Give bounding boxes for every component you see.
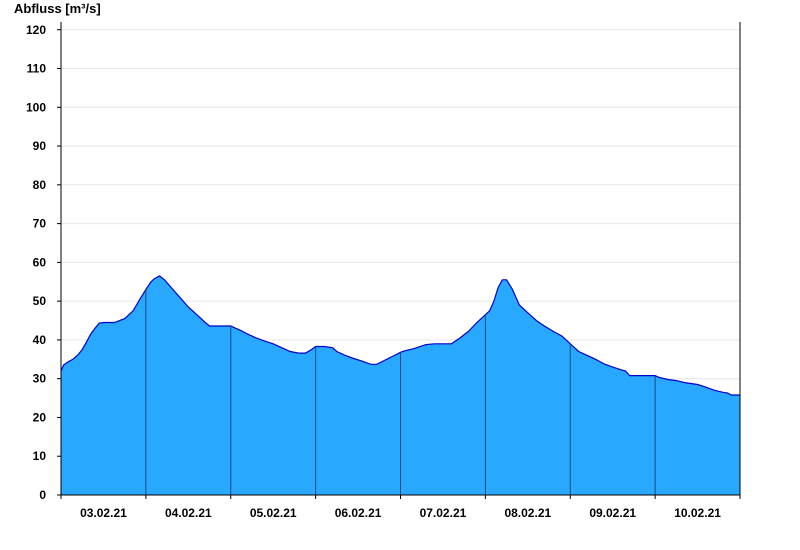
y-tick-label: 120 — [26, 23, 46, 37]
day-separators — [145, 289, 656, 495]
y-tick-label: 20 — [33, 410, 47, 424]
x-tick-label: 07.02.21 — [420, 506, 467, 520]
x-tick-label: 05.02.21 — [250, 506, 297, 520]
y-tick-label: 80 — [33, 178, 47, 192]
y-tick-label: 0 — [39, 488, 46, 502]
y-axis-ticks: 0 10 20 30 40 50 60 70 80 90 100 110 120 — [26, 23, 61, 502]
y-tick-label: 10 — [33, 449, 47, 463]
x-tick-label: 03.02.21 — [80, 506, 127, 520]
y-tick-label: 90 — [33, 139, 47, 153]
y-tick-label: 110 — [27, 62, 47, 76]
y-axis-label: Abfluss [m³/s] — [14, 1, 101, 16]
x-tick-label: 09.02.21 — [589, 506, 636, 520]
x-axis-ticks: 03.02.21 04.02.21 05.02.21 06.02.21 07.02.21… — [60, 495, 741, 520]
y-tick-label: 60 — [33, 255, 47, 269]
y-tick-label: 100 — [26, 100, 46, 114]
x-tick-label: 08.02.21 — [504, 506, 551, 520]
x-tick-label: 04.02.21 — [165, 506, 212, 520]
y-tick-label: 50 — [33, 294, 47, 308]
y-tick-label: 30 — [33, 372, 47, 386]
y-tick-label: 70 — [33, 217, 47, 231]
discharge-line — [60, 275, 740, 396]
y-tick-label: 40 — [33, 333, 47, 347]
x-tick-label: 06.02.21 — [335, 506, 382, 520]
x-tick-label: 10.02.21 — [674, 506, 721, 520]
